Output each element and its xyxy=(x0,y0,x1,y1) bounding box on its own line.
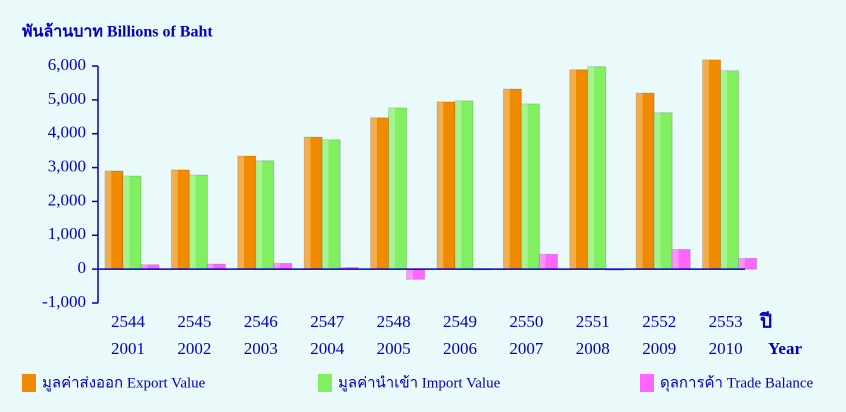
bar-shade xyxy=(171,169,178,270)
y-tick-label: 0 xyxy=(78,258,87,277)
bar-shade xyxy=(720,70,727,270)
bar-shade xyxy=(123,176,130,270)
x-tick-label: 2007 xyxy=(509,339,544,358)
legend-label: ดุลการค้า Trade Balance xyxy=(660,374,814,392)
bar xyxy=(738,257,758,270)
y-tick-label: 3,000 xyxy=(48,156,86,175)
x-tick-label-be: 2547 xyxy=(310,312,345,331)
bar-shade xyxy=(255,160,263,270)
x-tick-label: 2005 xyxy=(377,339,411,358)
bar-shade xyxy=(702,59,709,270)
y-tick-label: 1,000 xyxy=(48,224,86,243)
bar-shade xyxy=(406,269,413,280)
bar-shade xyxy=(237,156,245,270)
y-tick-label: -1,000 xyxy=(42,292,86,311)
x-tick-label-be: 2546 xyxy=(244,312,278,331)
x-tick-label: 2002 xyxy=(177,339,211,358)
bar-shade xyxy=(304,137,311,270)
x-tick-label: 2009 xyxy=(642,339,676,358)
bar-shade xyxy=(521,103,528,270)
x-tick-label-be: 2548 xyxy=(377,312,411,331)
bar-shade xyxy=(569,69,577,270)
x-tick-label-be: 2550 xyxy=(509,312,543,331)
legend-swatch xyxy=(22,374,36,392)
bar-shade xyxy=(105,170,112,270)
bar-shade xyxy=(370,117,377,270)
y-tick-label: 2,000 xyxy=(48,190,86,209)
bar-shade xyxy=(636,93,643,270)
legend-label: มูลค่าส่งออก Export Value xyxy=(42,375,206,391)
x-tick-label-be: 2553 xyxy=(709,312,743,331)
x-tick-label: 2006 xyxy=(443,339,477,358)
x-tick-label-be: 2552 xyxy=(642,312,676,331)
x-tick-label: 2001 xyxy=(111,339,145,358)
bar-shade xyxy=(207,264,214,270)
bar-shade xyxy=(437,101,444,270)
y-tick-label: 6,000 xyxy=(48,55,86,74)
bar-shade xyxy=(539,254,546,270)
legend-swatch xyxy=(640,374,654,392)
legend-swatch xyxy=(318,374,332,392)
x-tick-label: 2004 xyxy=(310,339,345,358)
bar-shade xyxy=(273,263,281,270)
x-tick-label: 2008 xyxy=(576,339,610,358)
x-tick-label-be: 2551 xyxy=(576,312,610,331)
bar-shade xyxy=(141,264,148,270)
x-axis-label-th: ปี xyxy=(759,310,772,332)
legend-label: มูลค่านำเข้า Import Value xyxy=(338,374,501,391)
bar-shade xyxy=(587,66,595,270)
x-axis-label: Year xyxy=(768,339,802,358)
bar-shade xyxy=(388,107,395,270)
x-tick-label-be: 2545 xyxy=(177,312,211,331)
y-tick-label: 5,000 xyxy=(48,89,86,108)
bar-shade xyxy=(503,89,510,270)
bar-shade xyxy=(672,249,679,270)
y-tick-label: 4,000 xyxy=(48,123,86,142)
x-tick-label: 2003 xyxy=(244,339,278,358)
bar-shade xyxy=(189,175,196,270)
bar-shade xyxy=(340,267,347,270)
x-tick-label-be: 2549 xyxy=(443,312,477,331)
x-tick-label-be: 2544 xyxy=(111,312,146,331)
chart-title: พันล้านบาท Billions of Baht xyxy=(22,23,213,41)
bar-shade xyxy=(654,112,661,270)
bar-shade xyxy=(738,258,745,270)
bar-shade xyxy=(322,139,329,270)
bar-shade xyxy=(455,100,462,270)
x-tick-label: 2010 xyxy=(709,339,743,358)
